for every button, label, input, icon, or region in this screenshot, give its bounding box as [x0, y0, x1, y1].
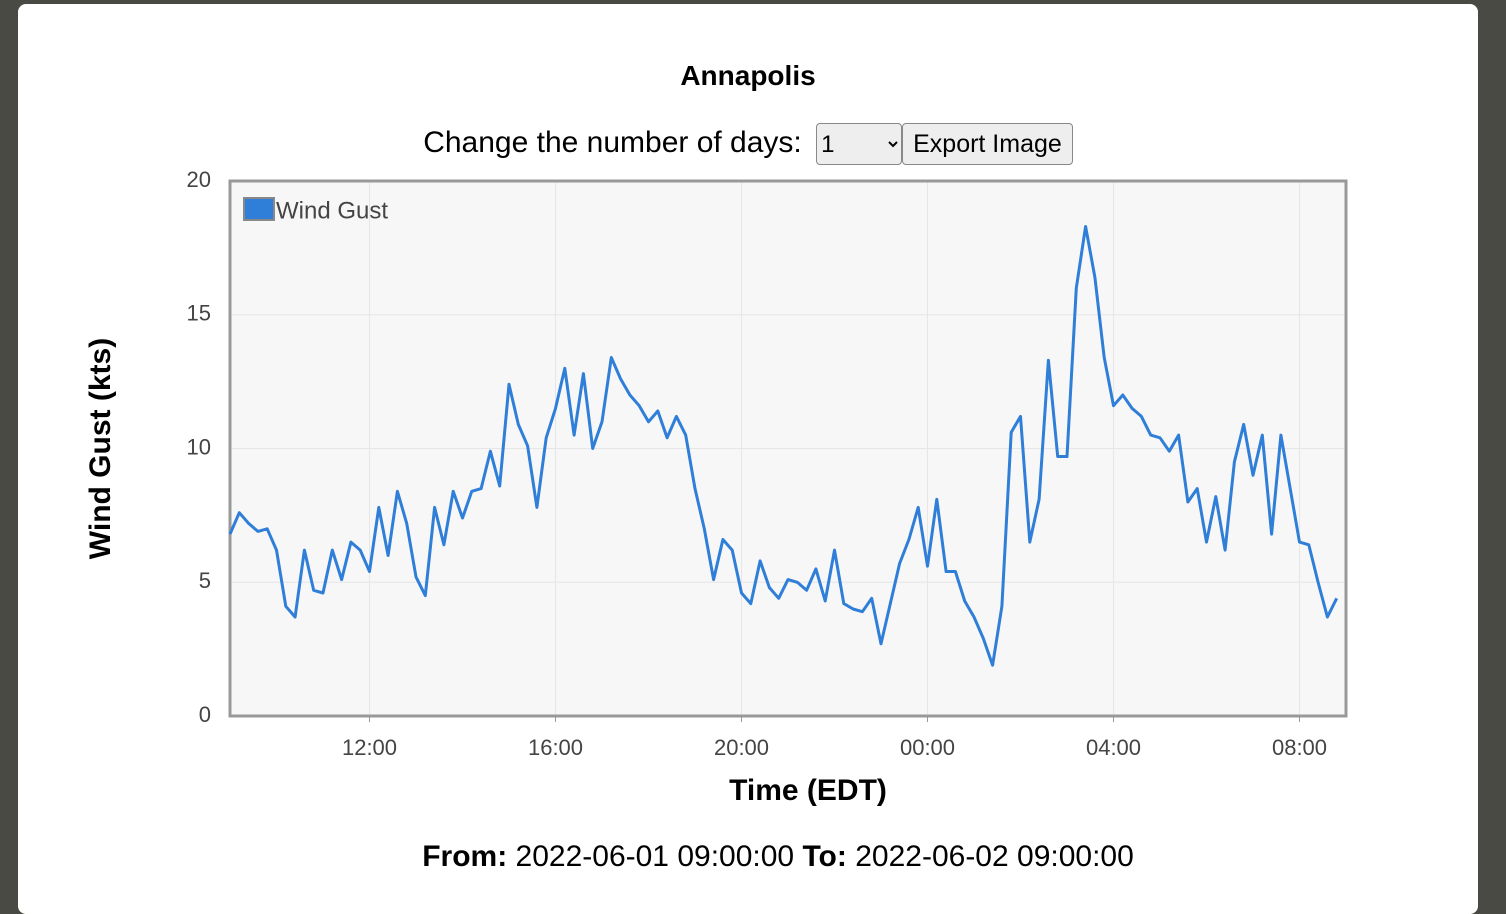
y-tick-label: 5	[199, 568, 211, 593]
x-tick-label: 08:00	[1272, 735, 1327, 760]
x-tick-label: 00:00	[900, 735, 955, 760]
from-date: 2022-06-01 09:00:00	[515, 840, 795, 873]
modal-title: Annapolis	[680, 60, 816, 91]
x-axis-title: Time (EDT)	[729, 774, 887, 807]
chart: 0 5 10 15 20 12:00 16:00 20:00 00:00 04:00 08:00 Ti…	[84, 167, 1348, 807]
from-label: From:	[422, 840, 508, 873]
to-date: 2022-06-02 09:00:00	[855, 840, 1134, 873]
x-tick-label: 16:00	[528, 735, 583, 760]
x-tick-label: 04:00	[1086, 735, 1141, 760]
legend-swatch	[243, 197, 275, 221]
plot-border	[228, 179, 1348, 718]
export-button[interactable]: Export Image	[902, 123, 1073, 165]
y-tick-label: 20	[187, 167, 211, 192]
y-tick-label: 15	[187, 301, 211, 326]
to-label: To:	[802, 840, 847, 873]
legend-label: Wind Gust	[276, 197, 388, 224]
date-range: From: 2022-06-01 09:00:00 To: 2022-06-02…	[18, 840, 1506, 874]
data-line	[228, 225, 1339, 667]
x-tick-label: 12:00	[342, 735, 397, 760]
days-label: Change the number of days:	[423, 125, 802, 159]
x-tick-label: 20:00	[714, 735, 769, 760]
y-tick-label: 0	[199, 702, 211, 727]
y-axis-title: Wind Gust (kts)	[84, 338, 117, 559]
y-tick-label: 10	[187, 434, 211, 459]
days-select[interactable]: 1	[816, 123, 903, 165]
modal: Annapolis Change the number of days: 1 Ex…	[18, 4, 1478, 914]
controls: Change the number of days: 1 Export Image	[18, 123, 1478, 165]
